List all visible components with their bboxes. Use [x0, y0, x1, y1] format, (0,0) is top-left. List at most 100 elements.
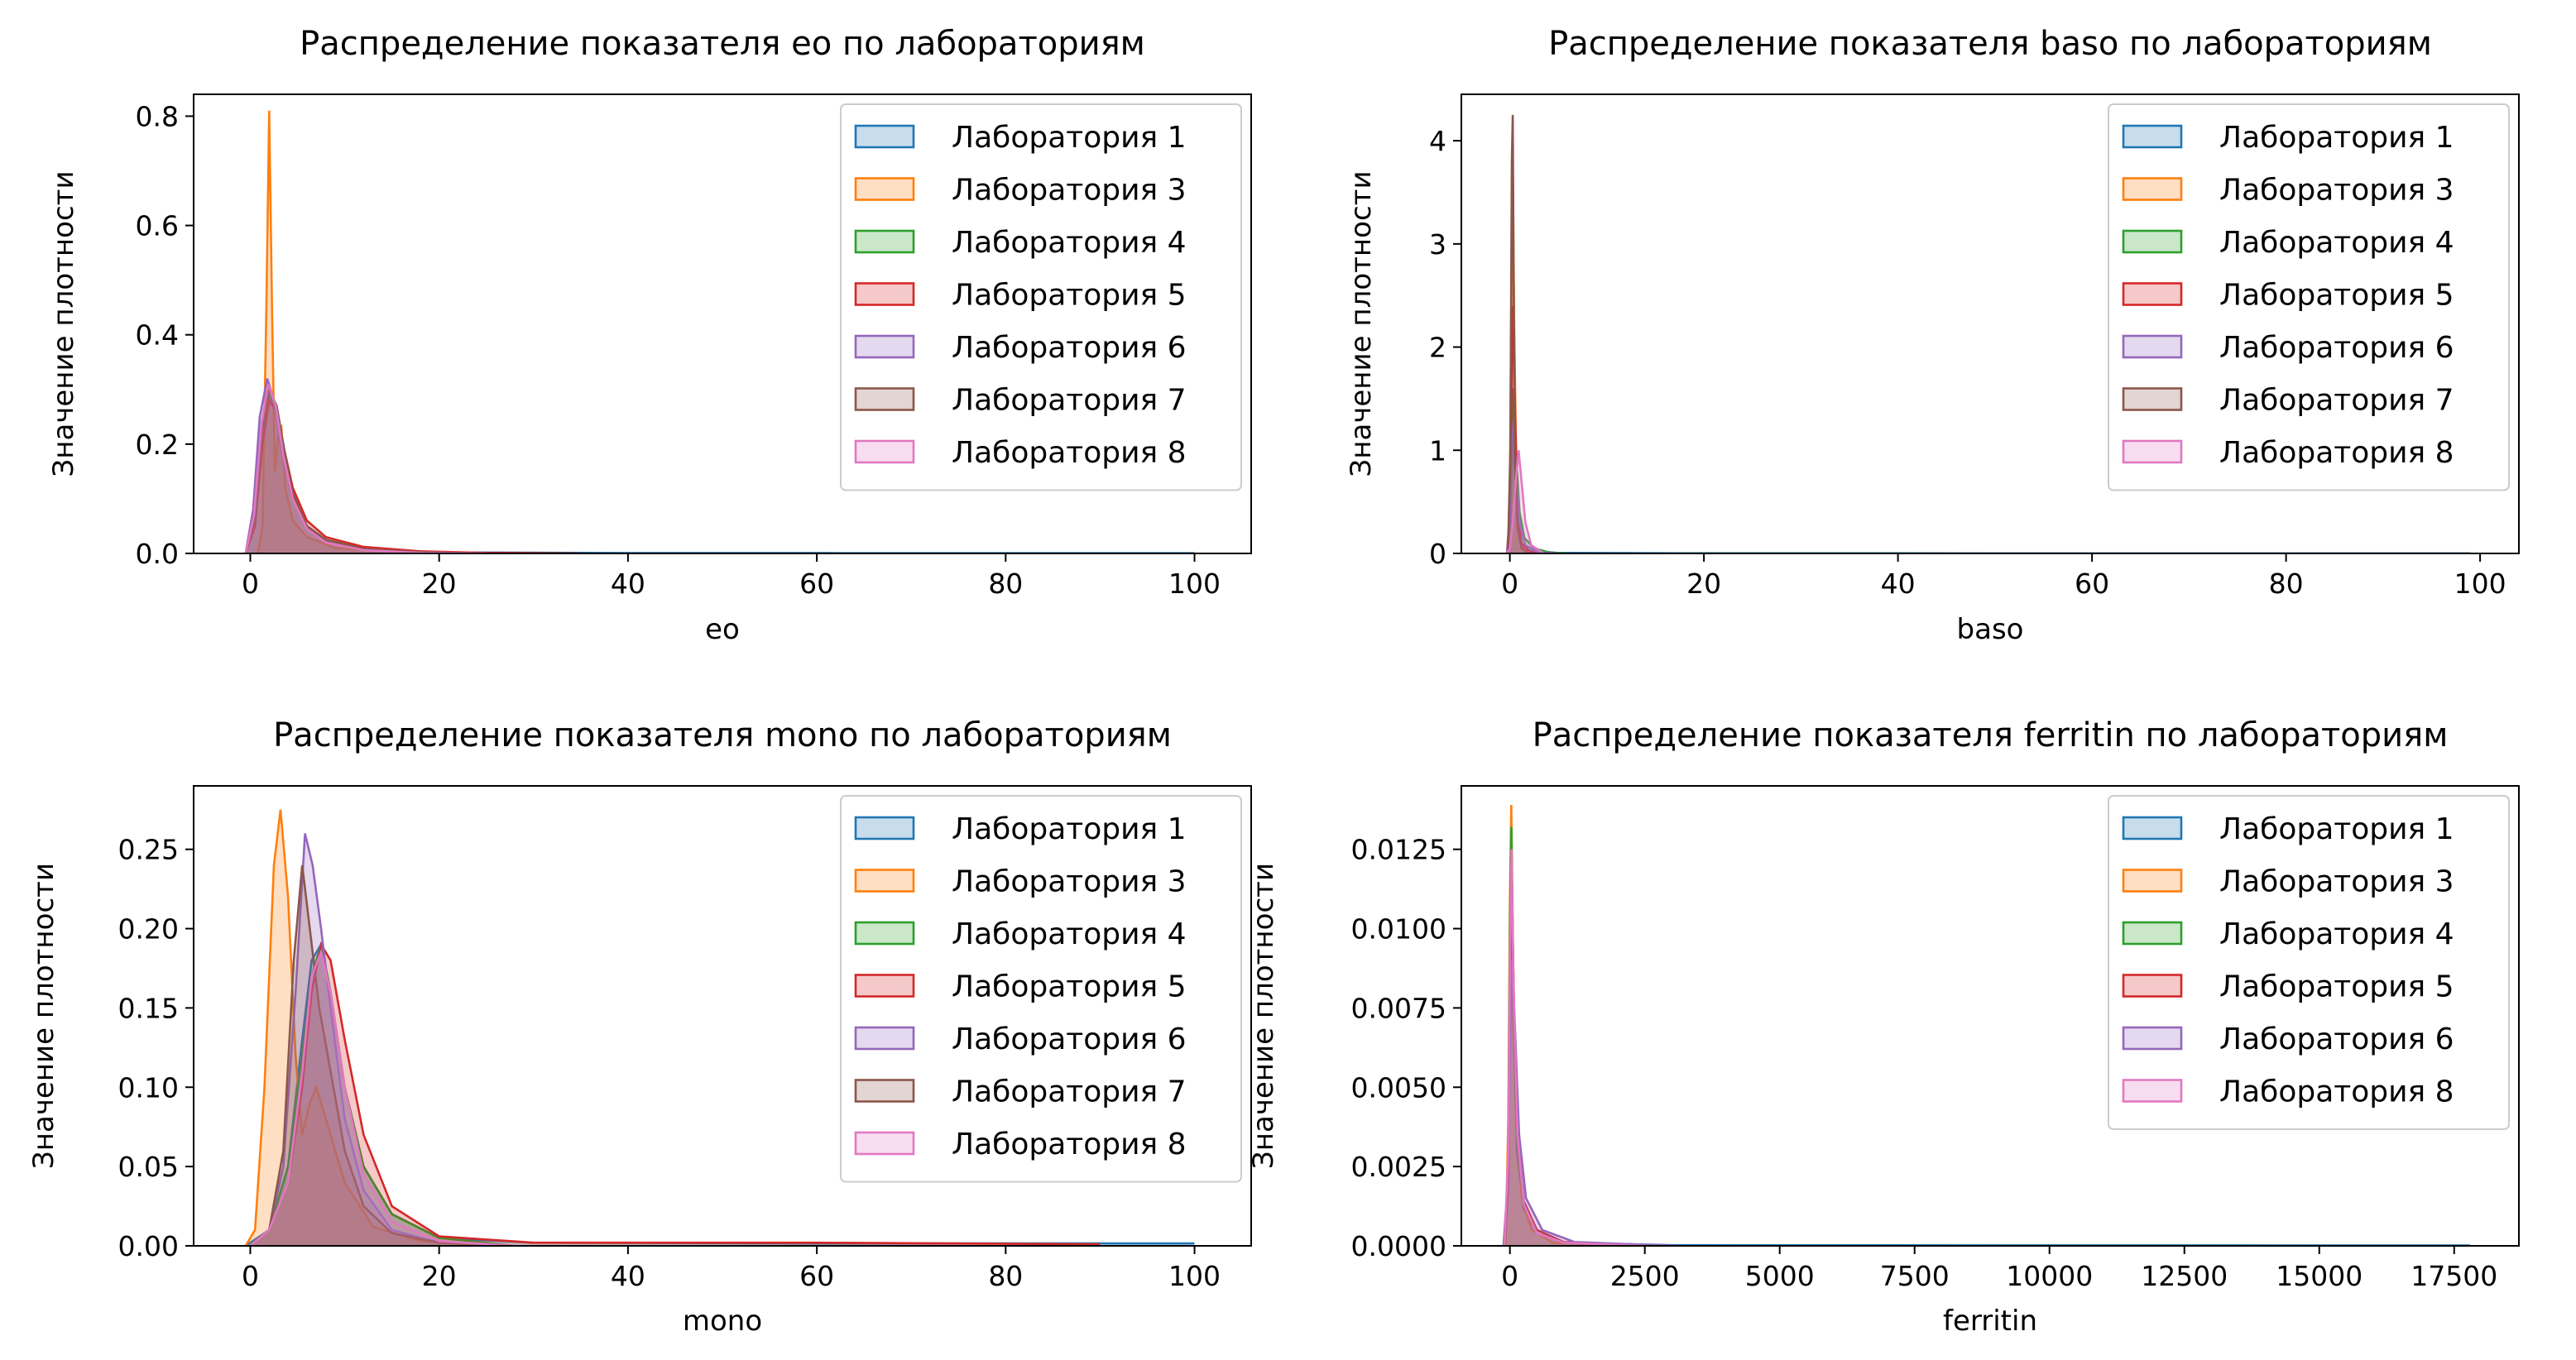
- legend-swatch: [2122, 816, 2183, 840]
- x-tick-label: 40: [611, 1260, 645, 1292]
- y-tick-label: 3: [1429, 228, 1446, 261]
- series-line-5: [1502, 960, 1672, 1246]
- legend-swatch: [2122, 974, 2183, 998]
- legend-swatch: [854, 124, 915, 149]
- chart-title: Распределение показателя mono по лаборат…: [273, 716, 1172, 754]
- legend-swatch: [854, 816, 915, 840]
- legend-label: Лаборатория 7: [2219, 384, 2454, 418]
- legend-label: Лаборатория 1: [2219, 121, 2454, 155]
- legend-swatch: [854, 974, 915, 998]
- legend-swatch: [2122, 439, 2183, 464]
- series-area-4: [1504, 881, 1672, 1246]
- legend-label: Лаборатория 4: [952, 226, 1187, 260]
- legend-label: Лаборатория 4: [952, 917, 1187, 951]
- x-tick-label: 60: [799, 567, 834, 600]
- legend-swatch: [854, 334, 915, 359]
- legend-label: Лаборатория 5: [952, 279, 1187, 313]
- x-tick-label: 60: [2075, 567, 2109, 600]
- legend-label: Лаборатория 8: [2219, 1075, 2454, 1109]
- axes-frame: [1461, 785, 2520, 1247]
- legend-label: Лаборатория 5: [2219, 279, 2454, 313]
- legend-swatch: [2122, 334, 2183, 359]
- chart-title: Распределение показателя eo по лаборатор…: [300, 25, 1145, 63]
- y-axis-label: Значение плотности: [47, 170, 80, 476]
- chart-title: Распределение показателя baso по лаборат…: [1548, 25, 2432, 63]
- legend-swatch: [2122, 282, 2183, 306]
- x-tick-label: 80: [988, 567, 1023, 600]
- y-tick-label: 0.0: [136, 538, 179, 570]
- legend: Лаборатория 1 Лаборатория 3 Лаборатория 4 Л…: [2108, 795, 2510, 1130]
- series-area-3: [250, 944, 515, 1246]
- x-axis-label: ferritin: [1943, 1305, 2037, 1338]
- legend-label: Лаборатория 3: [2219, 865, 2454, 899]
- x-tick-label: 0: [242, 567, 259, 600]
- series-line-2: [244, 809, 487, 1246]
- series-area-2: [1505, 805, 1619, 1246]
- y-tick-label: 0.15: [118, 992, 179, 1024]
- series-line-6: [1503, 849, 1645, 1246]
- x-tick-label: 15000: [2276, 1260, 2363, 1292]
- series-line-5: [249, 833, 516, 1246]
- series-area-6: [1504, 849, 1645, 1246]
- legend-label: Лаборатория 6: [952, 1022, 1187, 1056]
- x-tick-label: 5000: [1745, 1260, 1815, 1292]
- x-tick-label: 12500: [2141, 1260, 2228, 1292]
- y-tick-label: 0.25: [118, 834, 179, 866]
- x-tick-label: 0: [1501, 567, 1518, 600]
- legend-label: Лаборатория 4: [2219, 226, 2454, 260]
- legend-box: [2108, 103, 2510, 491]
- series-area-4: [250, 944, 1101, 1246]
- legend-swatch: [854, 439, 915, 464]
- series-line-6: [1507, 114, 1530, 553]
- chart-panel-1: 0 20 40 60 80 100 0.0 0.2 0.4 0.6 0.8 Распределение…: [47, 25, 1252, 646]
- series-area-7: [1507, 450, 1544, 553]
- x-tick-label: 100: [1168, 567, 1221, 600]
- legend-swatch: [2122, 1026, 2183, 1051]
- series-area-5: [250, 833, 515, 1246]
- legend-swatch: [854, 1131, 915, 1156]
- series-line-6: [249, 864, 516, 1246]
- legend-swatch: [854, 921, 915, 946]
- axes-frame: [193, 93, 1252, 554]
- x-tick-label: 80: [2269, 567, 2304, 600]
- y-tick-label: 0.0025: [1351, 1151, 1446, 1183]
- x-tick-label: 80: [988, 1260, 1023, 1292]
- legend-swatch: [854, 229, 915, 254]
- series-area-5: [1503, 960, 1672, 1246]
- x-tick-label: 0: [242, 1260, 259, 1292]
- y-tick-label: 0.05: [118, 1151, 179, 1183]
- legend-label: Лаборатория 4: [2219, 917, 2454, 951]
- legend-label: Лаборатория 8: [2219, 436, 2454, 470]
- x-tick-label: 100: [1168, 1260, 1221, 1292]
- x-tick-label: 20: [1686, 567, 1721, 600]
- x-tick-label: 40: [611, 567, 645, 600]
- legend-swatch: [854, 177, 915, 201]
- x-tick-label: 100: [2454, 567, 2506, 600]
- chart-panel-4: 0 2500 5000 7500 10000 12500 15000 17500 0.0000 0…: [1247, 716, 2520, 1338]
- y-tick-label: 0.0000: [1351, 1230, 1446, 1262]
- x-tick-label: 10000: [2006, 1260, 2093, 1292]
- legend-box: [2108, 795, 2510, 1130]
- legend-swatch: [854, 1026, 915, 1051]
- legend-label: Лаборатория 3: [952, 174, 1187, 208]
- legend-label: Лаборатория 8: [952, 1128, 1187, 1161]
- legend-label: Лаборатория 6: [2219, 1022, 2454, 1056]
- legend-swatch: [854, 1079, 915, 1103]
- series-area-2: [245, 809, 487, 1246]
- legend-swatch: [2122, 177, 2183, 201]
- x-axis-label: mono: [683, 1305, 762, 1338]
- x-tick-label: 0: [1501, 1260, 1518, 1292]
- legend-label: Лаборатория 6: [952, 331, 1187, 365]
- series-line-7: [1505, 450, 1545, 553]
- legend-swatch: [2122, 1079, 2183, 1103]
- y-tick-label: 0.4: [136, 319, 179, 352]
- legend-label: Лаборатория 1: [952, 812, 1187, 846]
- x-tick-label: 2500: [1610, 1260, 1680, 1292]
- y-axis-label: Значение плотности: [1345, 170, 1378, 476]
- y-tick-label: 0.00: [118, 1230, 179, 1262]
- axes-frame: [193, 785, 1252, 1247]
- y-tick-label: 0: [1429, 538, 1446, 570]
- legend-box: [840, 795, 1242, 1183]
- legend-swatch: [854, 387, 915, 411]
